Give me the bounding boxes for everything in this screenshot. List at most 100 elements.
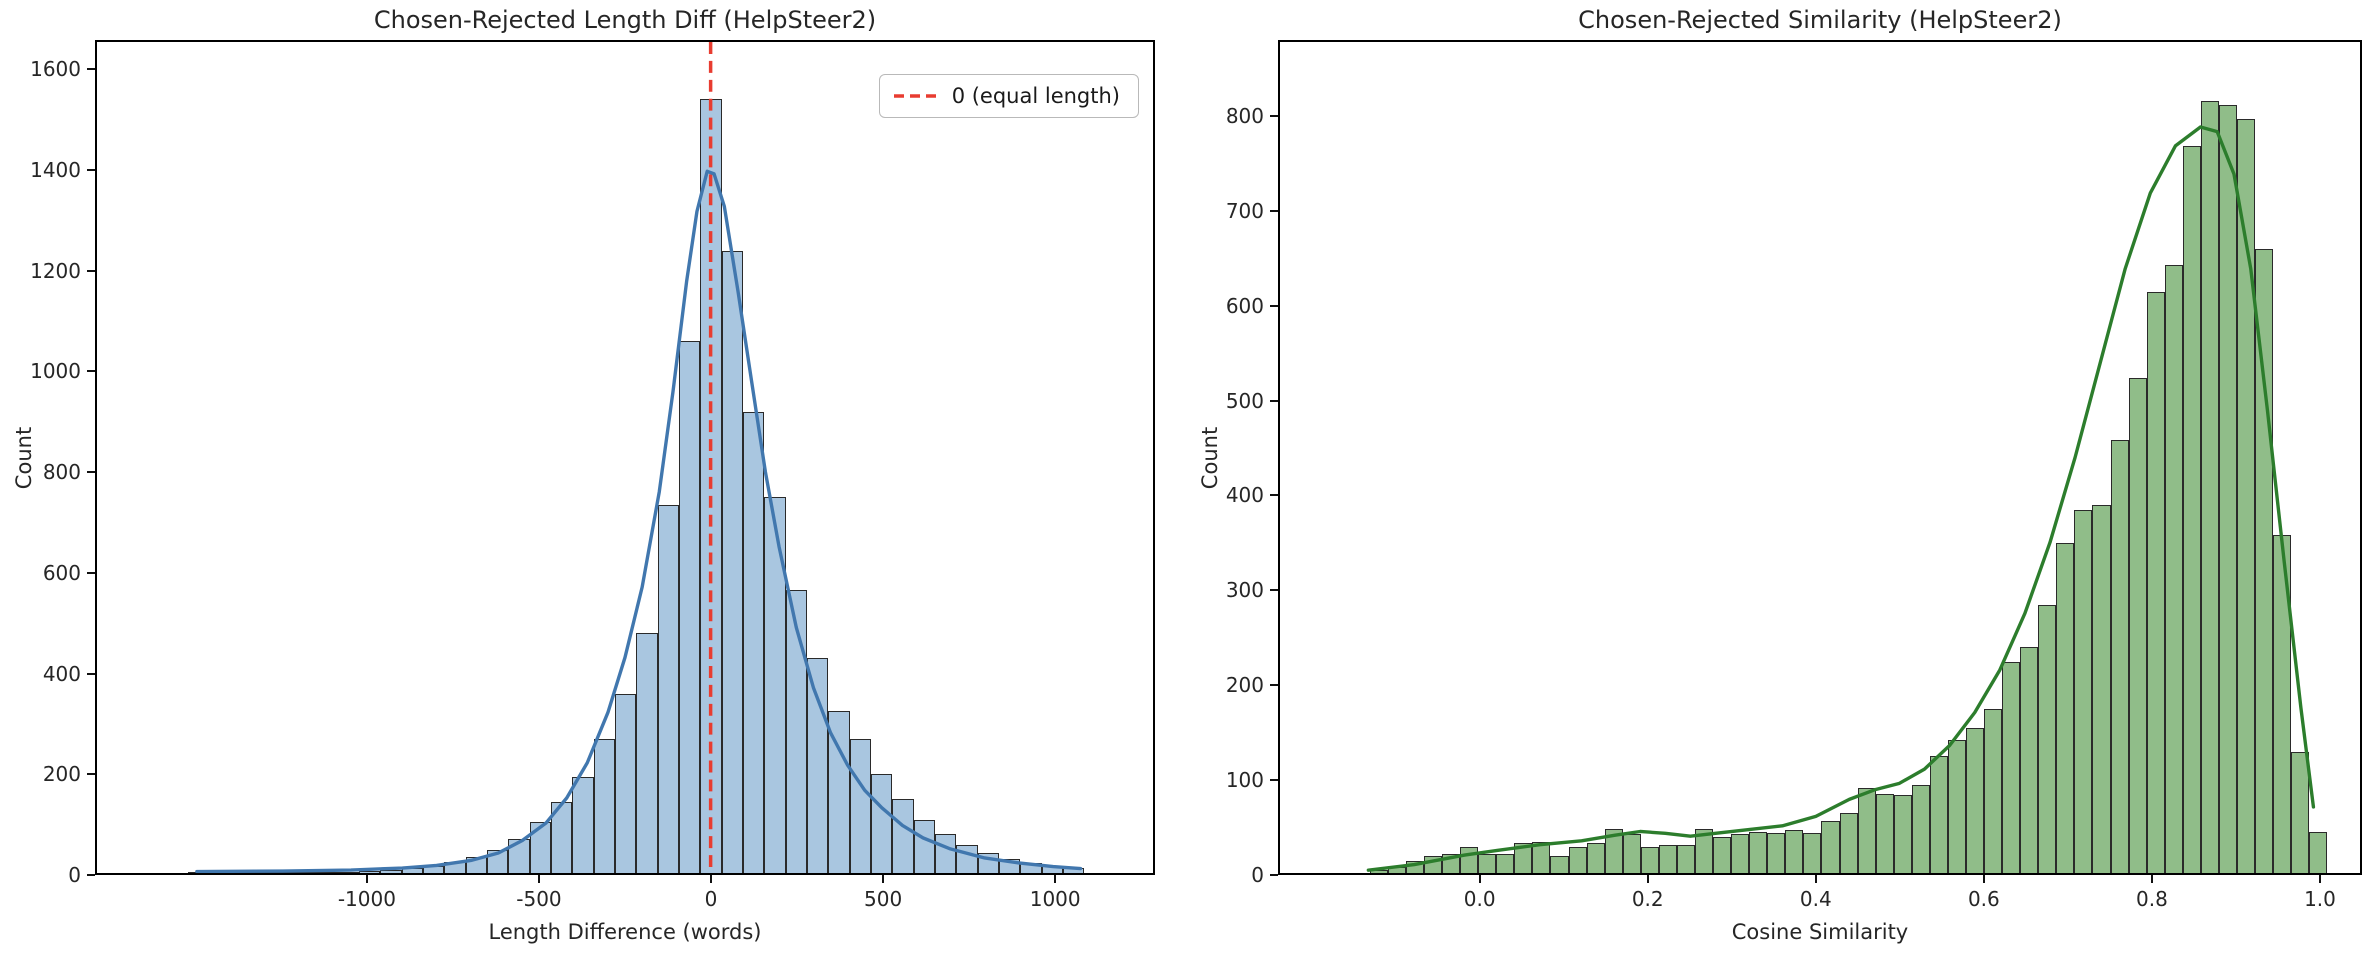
- y-tick-label: 1000: [30, 359, 81, 384]
- histogram-bar: [1857, 787, 1876, 873]
- x-tick-label: -500: [516, 887, 562, 911]
- histogram-bar: [593, 739, 615, 873]
- histogram-bar: [2002, 661, 2021, 873]
- histogram-bar: [2309, 832, 2328, 873]
- histogram-bar: [679, 341, 701, 873]
- histogram-bar: [1803, 833, 1822, 873]
- histogram-bar: [2273, 535, 2292, 873]
- legend-label: 0 (equal length): [951, 84, 1120, 108]
- histogram-bar: [1478, 854, 1497, 873]
- histogram-bar: [1442, 854, 1461, 873]
- x-tick-label: 1000: [1029, 887, 1081, 911]
- left-x-axis-label: Length Difference (words): [488, 920, 762, 944]
- histogram-bar: [551, 801, 573, 873]
- histogram-bar: [999, 858, 1021, 873]
- x-axis-tick: [1054, 875, 1057, 883]
- histogram-bar: [1767, 833, 1786, 873]
- histogram-bar: [486, 849, 509, 873]
- histogram-bar: [2020, 647, 2039, 873]
- histogram-bar: [1041, 865, 1064, 873]
- histogram-bar: [636, 633, 658, 873]
- histogram-bar: [2255, 248, 2274, 873]
- histogram-bar: [2056, 542, 2075, 873]
- x-axis-tick: [1982, 875, 1985, 883]
- histogram-bar: [572, 776, 594, 873]
- y-tick-label: 500: [1225, 388, 1264, 413]
- histogram-bar: [828, 711, 850, 873]
- histogram-bar: [1568, 846, 1587, 873]
- histogram-bar: [977, 852, 1000, 873]
- histogram-bar: [935, 833, 957, 873]
- histogram-bar: [871, 774, 893, 873]
- x-tick-label: 0.8: [2136, 887, 2168, 911]
- histogram-bar: [892, 799, 914, 873]
- x-tick-label: 0: [704, 887, 718, 911]
- histogram-bar: [1622, 834, 1641, 873]
- y-tick-label: 700: [1225, 198, 1264, 223]
- x-tick-label: 0.6: [1967, 887, 2000, 911]
- histogram-bar: [1875, 794, 1894, 873]
- x-axis-tick: [2318, 875, 2321, 883]
- y-axis-tick: [87, 471, 95, 474]
- x-axis-tick: [1646, 875, 1649, 883]
- histogram-bar: [764, 497, 786, 873]
- histogram-bar: [358, 871, 381, 873]
- x-tick-label: -1000: [337, 887, 396, 911]
- histogram-bar: [956, 844, 978, 873]
- histogram-bar: [1929, 756, 1948, 873]
- x-axis-tick: [882, 875, 885, 883]
- y-axis-tick: [87, 773, 95, 776]
- histogram-bar: [2182, 146, 2201, 873]
- histogram-bar: [2200, 100, 2219, 873]
- similarity-plot-area: [1278, 40, 2362, 875]
- y-axis-tick: [87, 874, 95, 876]
- histogram-bar: [1387, 867, 1406, 873]
- legend: 0 (equal length): [878, 74, 1139, 118]
- histogram-bar: [1966, 727, 1985, 873]
- histogram-bar: [508, 838, 530, 873]
- y-tick-label: 0: [1251, 863, 1264, 887]
- histogram-bar: [2092, 504, 2111, 873]
- histogram-bar: [1550, 856, 1569, 873]
- histogram-bar: [337, 872, 359, 873]
- y-axis-tick: [87, 672, 95, 675]
- x-axis-tick: [365, 875, 368, 883]
- histogram-bar: [1514, 842, 1533, 873]
- histogram-bar: [380, 870, 402, 873]
- histogram-bar: [1496, 854, 1515, 873]
- histogram-bar: [188, 872, 210, 873]
- histogram-bar: [1911, 784, 1930, 873]
- y-axis-tick: [87, 571, 95, 574]
- y-tick-label: 1400: [30, 157, 81, 182]
- y-tick-label: 600: [1225, 293, 1264, 318]
- histogram-bar: [785, 590, 808, 873]
- y-tick-label: 100: [1225, 768, 1264, 793]
- y-axis-tick: [1270, 114, 1278, 117]
- histogram-bar: [2146, 292, 2165, 873]
- histogram-bar: [1460, 846, 1479, 873]
- x-axis-tick: [1814, 875, 1817, 883]
- histogram-bar: [1695, 829, 1714, 873]
- histogram-bar: [2038, 604, 2057, 873]
- red-dashed-line-icon: [893, 94, 938, 98]
- y-axis-tick: [87, 370, 95, 373]
- y-axis-tick: [1270, 209, 1278, 212]
- histogram-bar: [1604, 829, 1623, 873]
- histogram-bar: [1020, 862, 1042, 873]
- x-axis-tick: [537, 875, 540, 883]
- y-tick-label: 400: [42, 661, 81, 686]
- histogram-bar: [1532, 841, 1551, 873]
- y-tick-label: 800: [42, 460, 81, 485]
- histogram-bar: [1713, 837, 1732, 873]
- histogram-bar: [1821, 820, 1840, 873]
- histogram-bar: [1424, 856, 1443, 873]
- histogram-bar: [230, 872, 253, 873]
- histogram-bar: [849, 739, 872, 873]
- histogram-bar: [1640, 847, 1659, 873]
- y-tick-label: 1600: [30, 57, 81, 82]
- x-tick-label: 0.0: [1463, 887, 1496, 911]
- right-chart-title: Chosen-Rejected Similarity (HelpSteer2): [1578, 6, 2062, 34]
- histogram-bar: [209, 872, 231, 873]
- histogram-bar: [1369, 870, 1388, 873]
- histogram-bar: [1839, 813, 1858, 873]
